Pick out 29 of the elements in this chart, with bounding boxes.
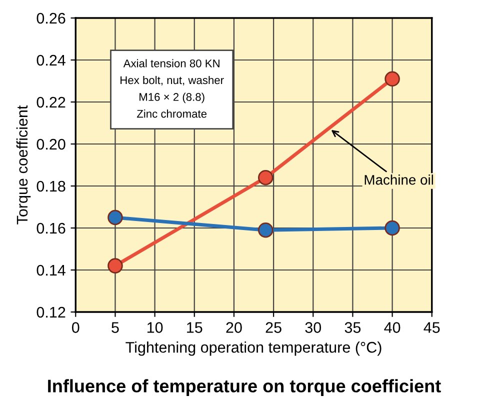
- x-tick-label: 15: [187, 322, 202, 333]
- y-tick-label: 0.18: [36, 180, 66, 192]
- y-tick-label: 0.14: [36, 264, 66, 276]
- y-tick-label: 0.24: [36, 54, 66, 66]
- y-tick-label: 0.20: [36, 138, 66, 150]
- point: [258, 222, 274, 238]
- y-tick-label: 0.16: [36, 222, 66, 234]
- x-tick-label: 35: [344, 322, 361, 333]
- x-tick-label: 40: [384, 322, 400, 333]
- x-tick-label: 30: [305, 322, 322, 333]
- x-tick-label: 25: [266, 322, 282, 333]
- x-tick-label: 20: [226, 322, 242, 333]
- y-axis-title: Torque coefficient: [16, 105, 31, 224]
- x-tick-label: 5: [112, 322, 119, 333]
- text: Machine oil: [364, 174, 434, 185]
- annotation: Axial tension 80 KN Hex bolt, nut, washer M16 × 2 (8.8) Zinc chromate: [120, 59, 224, 118]
- text: Influence of temperature on torque coefficient: [48, 379, 441, 396]
- point: [384, 220, 400, 236]
- y-tick-label: 0.22: [36, 96, 66, 108]
- point: [258, 170, 274, 186]
- x-tick-label: 45: [424, 322, 440, 333]
- x-axis-title: Tightening operation temperature (°C): [126, 342, 382, 356]
- y-tick-label: 0.26: [36, 12, 66, 24]
- x-tick-label: 10: [147, 322, 163, 333]
- point: [108, 258, 123, 274]
- x-tick-label: 0: [72, 322, 80, 333]
- point: [384, 71, 400, 87]
- y-tick-label: 0.12: [36, 306, 66, 318]
- point: [108, 210, 123, 226]
